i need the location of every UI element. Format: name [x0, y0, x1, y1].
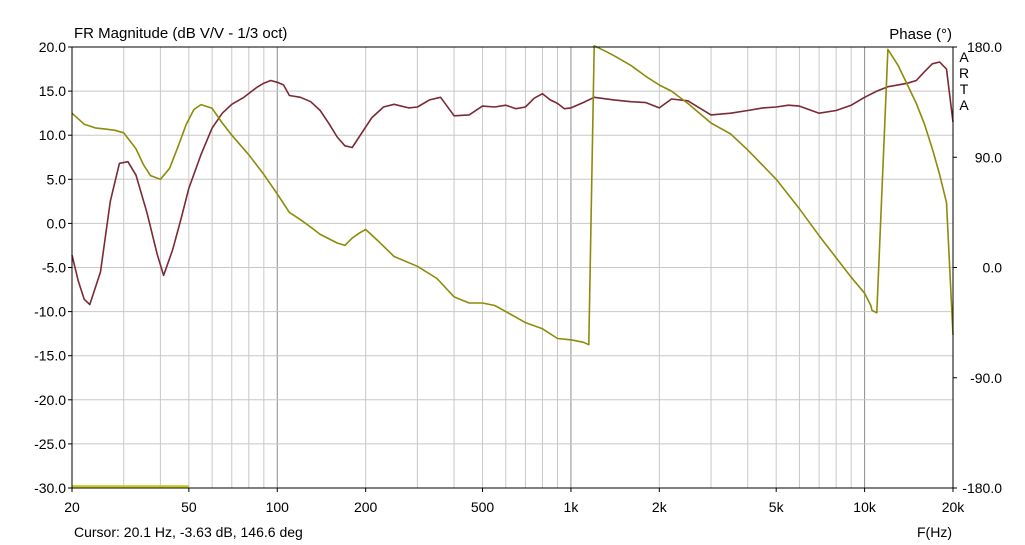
- y-tick-label: -20.0: [34, 392, 66, 408]
- y-tick-label: 10.0: [39, 127, 66, 143]
- x-tick-label: 200: [354, 499, 378, 515]
- y-tick-label: 20.0: [39, 39, 66, 55]
- y-tick-label: 5.0: [47, 171, 67, 187]
- grid: [72, 46, 953, 489]
- x-tick-label: 5k: [769, 499, 785, 515]
- y-axis-ticks: -30.0 -25.0 -20.0 -15.0 -10.0 -5.0 0.0 5.0 10.0 1…: [34, 39, 72, 496]
- x-tick-label: 20: [64, 499, 80, 515]
- x-tick-label: 10k: [853, 499, 877, 515]
- y-tick-label: -15.0: [34, 348, 66, 364]
- chart-title: FR Magnitude (dB V/V - 1/3 oct): [74, 25, 287, 42]
- y-tick-label: 0.0: [47, 215, 67, 231]
- x-axis-ticks: 20 50 100 200 500 1k 2k 5k 10k 20k: [64, 488, 965, 515]
- y-tick-label: -30.0: [34, 480, 66, 496]
- x-tick-label: 20k: [942, 499, 966, 515]
- side-label-letter: T: [960, 81, 969, 97]
- y-tick-label: 15.0: [39, 83, 66, 99]
- y2-axis-ticks: -180.0 -90.0 0.0 90.0 180.0: [953, 39, 1002, 496]
- y2-tick-label: -90.0: [970, 370, 1002, 386]
- side-label-letter: A: [959, 97, 969, 113]
- x-tick-label: 100: [266, 499, 290, 515]
- x-tick-label: 2k: [652, 499, 668, 515]
- y2-tick-label: 90.0: [975, 149, 1002, 165]
- x-axis-label: F(Hz): [917, 524, 952, 540]
- y2-tick-label: 0.0: [983, 260, 1003, 276]
- side-label-letter: R: [959, 65, 969, 81]
- y-tick-label: -25.0: [34, 436, 66, 452]
- x-tick-label: 500: [471, 499, 495, 515]
- y-tick-label: -5.0: [42, 260, 66, 276]
- series-layer: [71, 44, 954, 346]
- x-tick-label: 1k: [564, 499, 580, 515]
- y2-tick-label: 180.0: [967, 39, 1002, 55]
- magnitude-series-line: [71, 61, 954, 306]
- x-tick-label: 50: [181, 499, 197, 515]
- phase-series-line: [71, 44, 954, 346]
- y-tick-label: -10.0: [34, 304, 66, 320]
- cursor-readout: Cursor: 20.1 Hz, -3.63 dB, 146.6 deg: [74, 524, 303, 540]
- side-label-letter: A: [959, 49, 969, 65]
- y2-tick-label: -180.0: [962, 480, 1002, 496]
- secondary-axis-title: Phase (°): [889, 26, 952, 43]
